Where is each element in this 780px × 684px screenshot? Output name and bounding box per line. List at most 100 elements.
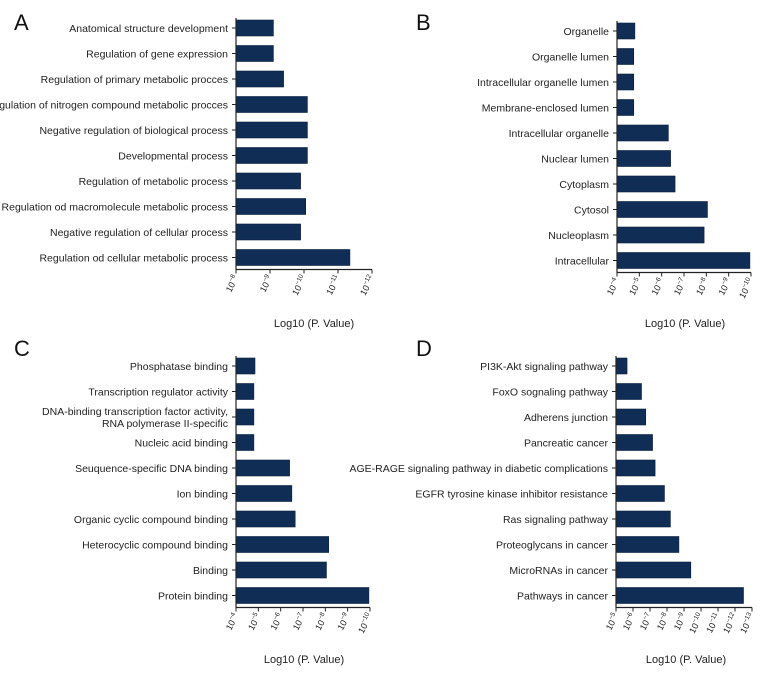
- bar: [615, 357, 628, 375]
- x-tick-label: 10−9: [257, 273, 275, 294]
- x-tick-label: 10−9: [335, 611, 353, 632]
- bar: [235, 383, 255, 400]
- category-label: Regulation of primary metabolic procces: [41, 74, 228, 86]
- bar: [235, 70, 284, 88]
- x-tick-label: 10−9: [716, 276, 734, 297]
- x-tick-label: 10−7: [671, 276, 689, 297]
- category-label: Regulation od cellular metabolic process: [39, 253, 228, 265]
- x-tick-label: 10−11: [703, 611, 723, 635]
- category-label: Ion binding: [177, 489, 229, 501]
- category-label: PI3K-Akt signaling pathway: [480, 361, 609, 373]
- bar: [616, 73, 635, 91]
- x-tick-label: 10−13: [737, 611, 757, 635]
- x-tick-label: 10−6: [649, 276, 667, 297]
- category-label: Organelle: [563, 26, 609, 38]
- bar: [616, 201, 708, 218]
- category-label: Phosphatase binding: [130, 361, 228, 373]
- category-label: Regulation od macromolecule metabolic pr…: [2, 202, 228, 214]
- x-tick-label: 10−10: [686, 611, 706, 635]
- panel-c: C Phosphatase binding Transcription regula…: [14, 336, 375, 666]
- bar: [235, 96, 308, 113]
- category-label: Organelle lumen: [532, 52, 609, 64]
- x-axis-title: Log10 (P. Value): [274, 318, 354, 330]
- x-tick-label: 10−12: [357, 273, 377, 297]
- bar: [615, 561, 692, 579]
- bar: [235, 434, 255, 451]
- x-tick-label: 10−5: [245, 611, 263, 632]
- category-label: Organic cyclic compound binding: [74, 514, 228, 526]
- category-label: Pancreatic cancer: [524, 438, 609, 450]
- x-tick-label: 10−4: [223, 611, 241, 632]
- bar: [235, 223, 301, 241]
- x-tick-label: 10−10: [289, 273, 309, 297]
- bar: [615, 434, 653, 451]
- category-label: Heterocyclic compound binding: [82, 540, 228, 552]
- category-label: Developmental process: [118, 151, 228, 163]
- category-label: Regulation of nitrogen compound metaboli…: [0, 100, 228, 112]
- x-tick-label: 10−11: [323, 273, 343, 297]
- panel-letter: B: [416, 10, 431, 35]
- bar: [235, 121, 308, 139]
- bar: [235, 485, 293, 502]
- bar: [235, 19, 274, 37]
- category-label: Regulation of gene expression: [86, 49, 228, 61]
- bar: [235, 536, 329, 553]
- panel-letter: D: [416, 336, 432, 361]
- x-tick-label: 10−10: [355, 611, 375, 635]
- category-label: FoxO sognaling pathway: [492, 387, 608, 399]
- bar: [615, 587, 744, 604]
- category-label: Seuquence-specific DNA binding: [75, 463, 228, 475]
- bar: [235, 587, 370, 604]
- bar: [235, 198, 306, 215]
- bar: [235, 249, 351, 266]
- x-tick-label: 10−8: [223, 273, 241, 294]
- x-tick-label: 10−7: [637, 611, 655, 632]
- x-axis-title: Log10 (P. Value): [645, 318, 725, 330]
- bar: [615, 383, 642, 400]
- category-label: Negative regulation of biological proces…: [39, 125, 228, 137]
- category-label: Ras signaling pathway: [503, 514, 609, 526]
- category-label: Intracellular organelle lumen: [477, 77, 609, 89]
- category-label: Binding: [193, 565, 228, 577]
- panel-d: D PI3K-Akt signaling pathway FoxO sognalin…: [349, 336, 757, 666]
- category-label: AGE-RAGE signaling pathway in diabetic c…: [349, 463, 608, 475]
- x-tick-label: 10−6: [620, 611, 638, 632]
- x-tick-label: 10−4: [604, 276, 622, 297]
- category-label: Nuclear lumen: [541, 154, 609, 166]
- bar: [616, 175, 676, 193]
- bar: [616, 226, 705, 244]
- category-label: Proteoglycans in cancer: [496, 540, 609, 552]
- bar: [615, 536, 680, 553]
- bar: [616, 252, 751, 269]
- category-label: Cytoplasm: [559, 179, 609, 191]
- bar: [616, 124, 669, 142]
- bar: [615, 408, 647, 426]
- bar: [616, 150, 671, 167]
- x-tick-label: 10−12: [720, 611, 740, 635]
- bar: [616, 48, 635, 65]
- bar: [235, 408, 255, 426]
- category-label: Adherens junction: [524, 412, 608, 424]
- panel-a: A Anatomical structure development Regulat…: [0, 10, 377, 330]
- bar: [235, 357, 256, 375]
- x-tick-label: 10−10: [736, 276, 756, 300]
- x-tick-label: 10−5: [626, 276, 644, 297]
- category-label: Anatomical structure development: [69, 23, 228, 35]
- x-tick-label: 10−8: [693, 276, 711, 297]
- bar: [616, 22, 636, 40]
- bar: [615, 510, 671, 528]
- panel-b: B Organelle Organelle lumen Intracellular o…: [416, 10, 756, 330]
- bar: [235, 510, 296, 528]
- bar: [615, 459, 656, 477]
- panel-letter: C: [14, 336, 30, 361]
- x-tick-label: 10−6: [268, 611, 286, 632]
- bar: [235, 147, 308, 164]
- panel-letter: A: [14, 10, 29, 35]
- bar: [615, 485, 665, 502]
- category-label: Nucleic acid binding: [135, 438, 229, 450]
- category-label: MicroRNAs in cancer: [509, 565, 608, 577]
- category-label: Regulation of metabolic process: [79, 176, 228, 188]
- category-label: EGFR tyrosine kinase inhibitor resistanc…: [415, 489, 608, 501]
- x-tick-label: 10−5: [603, 611, 621, 632]
